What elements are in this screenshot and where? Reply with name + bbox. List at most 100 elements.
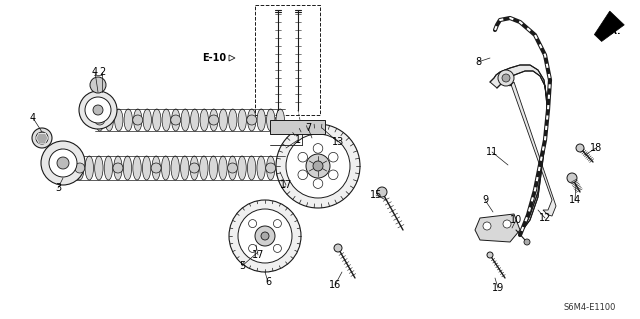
Text: 2: 2 <box>99 67 105 77</box>
Circle shape <box>95 115 105 125</box>
Text: 4: 4 <box>30 113 36 123</box>
Circle shape <box>276 124 360 208</box>
Circle shape <box>151 163 161 173</box>
Circle shape <box>57 157 69 169</box>
Text: 14: 14 <box>569 195 581 205</box>
Polygon shape <box>490 65 547 228</box>
Circle shape <box>49 149 77 177</box>
Text: 15: 15 <box>370 190 382 200</box>
Ellipse shape <box>267 109 275 131</box>
Circle shape <box>273 219 282 227</box>
Circle shape <box>36 132 48 144</box>
Circle shape <box>328 170 338 180</box>
Ellipse shape <box>191 109 199 131</box>
Ellipse shape <box>257 109 266 131</box>
Circle shape <box>266 163 276 173</box>
Circle shape <box>306 154 330 178</box>
Ellipse shape <box>171 156 179 180</box>
Text: 17: 17 <box>252 250 264 260</box>
Ellipse shape <box>172 109 180 131</box>
Text: 4: 4 <box>92 67 98 77</box>
Ellipse shape <box>124 109 132 131</box>
Polygon shape <box>595 11 624 41</box>
Ellipse shape <box>133 156 141 180</box>
Ellipse shape <box>200 156 208 180</box>
Circle shape <box>286 134 350 198</box>
Circle shape <box>377 187 387 197</box>
Ellipse shape <box>142 156 151 180</box>
Circle shape <box>41 141 85 185</box>
Ellipse shape <box>276 156 284 180</box>
Text: 11: 11 <box>486 147 498 157</box>
Text: S6M4-E1100: S6M4-E1100 <box>564 303 616 313</box>
Circle shape <box>248 219 257 227</box>
Ellipse shape <box>95 156 103 180</box>
Circle shape <box>227 163 237 173</box>
Ellipse shape <box>95 109 104 131</box>
Ellipse shape <box>190 156 198 180</box>
Ellipse shape <box>228 156 237 180</box>
Ellipse shape <box>76 156 84 180</box>
Circle shape <box>75 163 84 173</box>
Ellipse shape <box>124 156 132 180</box>
Polygon shape <box>475 214 520 242</box>
Ellipse shape <box>162 109 170 131</box>
Circle shape <box>502 74 510 82</box>
Text: 1: 1 <box>295 135 301 145</box>
Ellipse shape <box>209 156 218 180</box>
Circle shape <box>498 70 514 86</box>
Text: 6: 6 <box>265 277 271 287</box>
Circle shape <box>313 161 323 171</box>
Text: 13: 13 <box>332 137 344 147</box>
Text: 7: 7 <box>305 123 311 133</box>
Circle shape <box>79 91 117 129</box>
Circle shape <box>85 97 111 123</box>
Circle shape <box>503 220 511 228</box>
Ellipse shape <box>219 156 227 180</box>
Text: 8: 8 <box>475 57 481 67</box>
Ellipse shape <box>143 109 152 131</box>
Circle shape <box>273 244 282 252</box>
Circle shape <box>567 173 577 183</box>
Text: 18: 18 <box>590 143 602 153</box>
Polygon shape <box>503 76 556 216</box>
Circle shape <box>113 163 123 173</box>
Circle shape <box>313 179 323 189</box>
Circle shape <box>255 226 275 246</box>
Circle shape <box>328 152 338 162</box>
Text: E-10: E-10 <box>202 53 226 63</box>
Circle shape <box>261 232 269 240</box>
Circle shape <box>209 115 219 125</box>
Circle shape <box>298 152 308 162</box>
Circle shape <box>524 239 530 245</box>
Ellipse shape <box>209 109 218 131</box>
Text: FR.: FR. <box>604 27 620 36</box>
Circle shape <box>483 222 491 230</box>
Circle shape <box>248 244 257 252</box>
Circle shape <box>90 77 106 93</box>
Circle shape <box>132 115 143 125</box>
Ellipse shape <box>219 109 227 131</box>
Ellipse shape <box>180 156 189 180</box>
Ellipse shape <box>85 156 93 180</box>
Circle shape <box>229 200 301 272</box>
Ellipse shape <box>257 156 266 180</box>
Circle shape <box>93 105 103 115</box>
Ellipse shape <box>228 109 237 131</box>
Text: 16: 16 <box>329 280 341 290</box>
Circle shape <box>189 163 199 173</box>
Text: 19: 19 <box>492 283 504 293</box>
Circle shape <box>171 115 180 125</box>
Ellipse shape <box>200 109 209 131</box>
Text: 12: 12 <box>539 213 551 223</box>
Ellipse shape <box>161 156 170 180</box>
Ellipse shape <box>238 156 246 180</box>
Text: 10: 10 <box>510 215 522 225</box>
Ellipse shape <box>238 109 246 131</box>
Ellipse shape <box>134 109 142 131</box>
Circle shape <box>487 252 493 258</box>
Circle shape <box>576 144 584 152</box>
Ellipse shape <box>276 109 284 131</box>
Ellipse shape <box>152 156 161 180</box>
Ellipse shape <box>248 109 256 131</box>
